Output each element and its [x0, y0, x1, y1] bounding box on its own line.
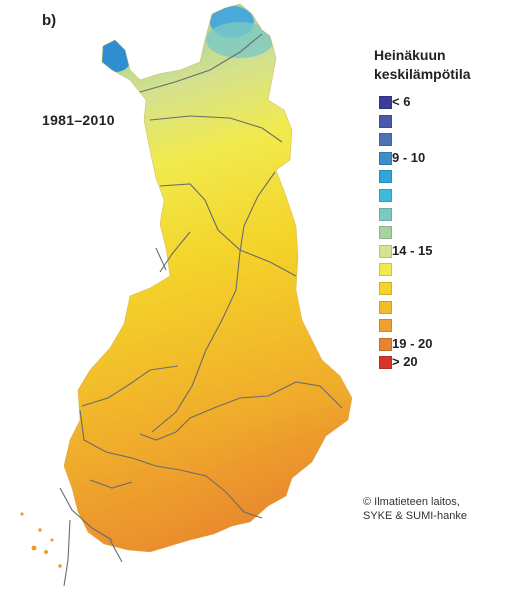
legend-item	[379, 280, 489, 298]
border-central-north	[159, 183, 297, 277]
period-label: 1981–2010	[42, 112, 115, 128]
legend-swatch	[379, 356, 392, 370]
legend-swatch	[379, 263, 392, 277]
legend-item	[379, 168, 489, 186]
border-north	[139, 33, 263, 93]
credit-line1: © Ilmatieteen laitos,	[363, 496, 460, 508]
legend-item: 14 - 15	[379, 243, 489, 261]
legend-label: 9 - 10	[392, 149, 426, 165]
legend-swatch	[379, 300, 392, 314]
legend-title: Heinäkuun keskilämpötila	[374, 46, 471, 84]
legend-item	[379, 187, 489, 205]
border-central	[151, 171, 276, 433]
legend-swatch	[379, 151, 392, 165]
legend-swatch	[379, 207, 392, 221]
legend-swatch	[379, 226, 392, 240]
legend-label: 14 - 15	[392, 242, 433, 258]
legend-swatch	[379, 337, 392, 351]
legend-label: > 20	[392, 354, 418, 370]
legend-swatch	[379, 133, 392, 147]
legend-swatch	[379, 282, 392, 295]
legend-item	[379, 206, 489, 224]
legend-item	[379, 317, 489, 335]
border-southwest	[89, 479, 133, 489]
legend-item: < 6	[379, 94, 489, 112]
legend-item: > 20	[379, 354, 489, 372]
legend-item	[379, 113, 489, 131]
legend-swatch	[379, 244, 392, 258]
legend-swatch	[379, 170, 392, 184]
legend-item	[379, 224, 489, 242]
credit-line2: SYKE & SUMI-hanke	[363, 510, 467, 522]
legend-item: 9 - 10	[379, 150, 489, 168]
border-lapland	[149, 115, 283, 143]
region-borders	[59, 33, 343, 587]
credit: © Ilmatieteen laitos, SYKE & SUMI-hanke	[363, 495, 467, 523]
legend-swatch	[379, 114, 392, 128]
legend-item	[379, 131, 489, 149]
border-coast-sw	[59, 487, 113, 541]
legend-item: 19 - 20	[379, 336, 489, 354]
panel-label: b)	[42, 12, 57, 29]
legend-title-line1: Heinäkuun	[374, 47, 446, 63]
border-west-2	[81, 365, 179, 407]
legend-swatch	[379, 189, 392, 202]
legend-label: 19 - 20	[392, 335, 433, 351]
aland-islands	[20, 512, 62, 568]
legend-item	[379, 299, 489, 317]
legend-swatch	[379, 96, 392, 109]
border-south-2	[139, 381, 343, 441]
legend-title-line2: keskilämpötila	[374, 66, 471, 82]
sea-line-2	[109, 539, 123, 563]
legend-swatch	[379, 319, 392, 333]
legend-label: < 6	[392, 94, 411, 109]
sea-line-3	[155, 247, 167, 271]
sea-line-1	[63, 519, 71, 587]
coastline	[63, 3, 353, 553]
legend-item	[379, 261, 489, 279]
border-south-1	[79, 409, 263, 519]
